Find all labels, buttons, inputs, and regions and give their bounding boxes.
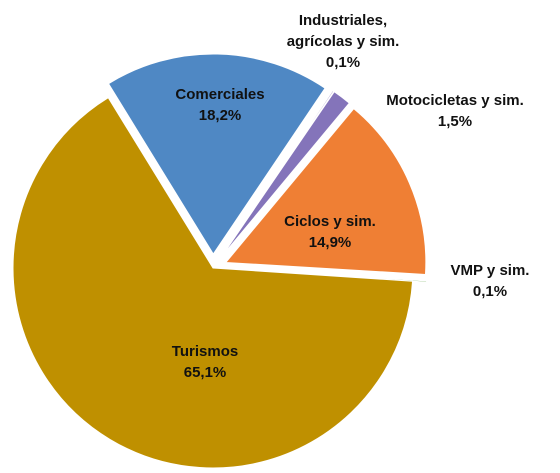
slice-value: 18,2% [198, 107, 242, 124]
slice-value: 0,1% [472, 283, 508, 300]
pie-slice [224, 107, 427, 275]
slice-label: Ciclos y sim. [284, 213, 376, 230]
pie-slice [107, 53, 326, 255]
slice-value: 14,9% [308, 234, 352, 251]
slice-value: 1,5% [437, 113, 473, 130]
slice-label: Turismos [171, 343, 239, 360]
pie-slice [220, 89, 335, 257]
slice-value: 0,1% [325, 54, 361, 71]
slice-label: VMP y sim. [450, 262, 530, 279]
pie-slice [221, 91, 351, 258]
slice-label: Motocicletas y sim. [386, 92, 524, 109]
slice-label: Comerciales [175, 86, 265, 103]
slice-value: 65,1% [183, 364, 227, 381]
pie-slice [12, 96, 414, 469]
slice-label: Industriales, agrícolas y sim. [286, 12, 400, 50]
